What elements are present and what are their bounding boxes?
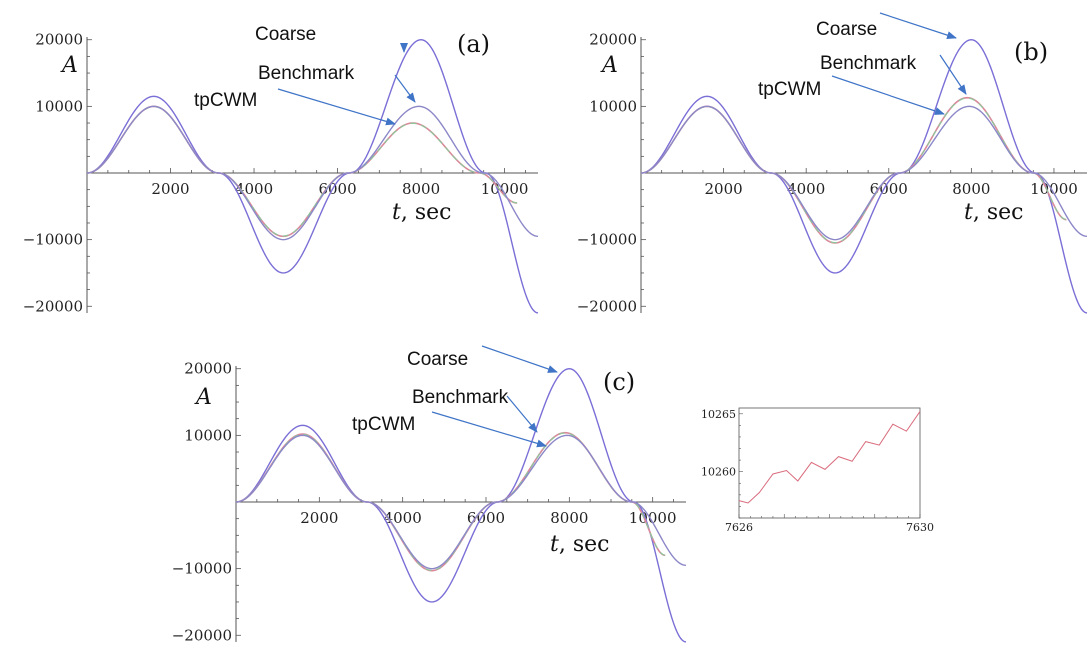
y-tick-label: 10000 xyxy=(35,97,83,115)
chart-panel-a: 2000 4000 6000 8000 10000 20000 10000 −10000 −20… xyxy=(23,24,539,315)
chart-panel-c: 2000 4000 6000 8000 10000 20000 10000 −10000 −20… xyxy=(172,345,687,644)
y-tick-label: −10000 xyxy=(577,231,637,249)
x-tick-label: 10000 xyxy=(1030,180,1078,198)
y-axis-label: A xyxy=(600,53,618,78)
annotation-benchmark: Benchmark xyxy=(412,387,509,408)
inset-y-tick-label: 10265 xyxy=(701,408,736,421)
series-benchmark-line xyxy=(235,434,687,570)
y-tick-label: −20000 xyxy=(577,297,637,315)
y-axis-label: A xyxy=(60,53,78,78)
x-tick-label: 10000 xyxy=(481,180,529,198)
x-tick-label: 4000 xyxy=(787,180,825,198)
y-axis-label: A xyxy=(194,385,212,410)
series-coarse-line xyxy=(86,39,539,314)
x-tick-label: 2000 xyxy=(704,180,742,198)
y-tick-label: −10000 xyxy=(172,560,232,578)
annotation-benchmark: Benchmark xyxy=(258,63,355,84)
annotation-tpcwm: tpCWM xyxy=(758,79,821,100)
y-tick-label: 10000 xyxy=(589,97,637,115)
annotation-arrow-tpcwm xyxy=(831,75,945,115)
annotation-arrow-benchmark xyxy=(939,54,967,95)
series-tpcwm-line-alt xyxy=(86,106,518,237)
y-tick-label: 20000 xyxy=(184,360,232,378)
panel-label: (c) xyxy=(603,368,635,396)
inset-x-tick-label: 7630 xyxy=(906,521,934,534)
x-axis-label-unit: , sec xyxy=(559,532,610,557)
inset-chart: 7626 7630 10260 10265 xyxy=(701,407,934,534)
annotation-arrow-tpcwm xyxy=(431,411,547,448)
inset-series-line xyxy=(738,411,921,504)
inset-y-tick-label: 10260 xyxy=(701,466,736,479)
panel-label: (a) xyxy=(457,30,490,58)
annotation-coarse: Coarse xyxy=(255,24,316,45)
inset-x-tick-label: 7626 xyxy=(725,521,753,534)
x-tick-label: 8000 xyxy=(402,180,440,198)
annotation-arrow-coarse xyxy=(481,345,558,373)
annotation-arrow-tpcwm xyxy=(277,88,396,126)
x-axis-label-unit: , sec xyxy=(401,200,452,225)
annotation-coarse: Coarse xyxy=(816,19,877,40)
panel-label: (b) xyxy=(1014,38,1048,66)
x-tick-label: 8000 xyxy=(952,180,990,198)
y-tick-label: 10000 xyxy=(184,426,232,444)
y-tick-label: −20000 xyxy=(23,297,83,315)
annotation-tpcwm: tpCWM xyxy=(352,414,415,435)
chart-panel-b: 2000 4000 6000 8000 10000 20000 10000 −10000 −20… xyxy=(577,12,1088,315)
x-tick-label: 10000 xyxy=(629,509,677,527)
x-axis-label: t, sec xyxy=(392,200,451,225)
x-tick-label: 2000 xyxy=(300,509,338,527)
annotation-tpcwm: tpCWM xyxy=(194,90,257,111)
x-tick-label: 6000 xyxy=(467,509,505,527)
annotation-arrow-coarse xyxy=(879,12,957,39)
x-tick-label: 6000 xyxy=(318,180,356,198)
series-benchmark-line xyxy=(86,105,539,241)
x-axis-label-var: t xyxy=(392,200,401,225)
y-tick-label: −20000 xyxy=(172,626,232,644)
series-coarse-line xyxy=(235,368,687,643)
x-tick-label: 8000 xyxy=(550,509,588,527)
annotation-benchmark: Benchmark xyxy=(820,53,917,74)
x-tick-label: 2000 xyxy=(151,180,189,198)
series-coarse-line xyxy=(640,39,1088,314)
x-axis-label-var: t xyxy=(964,200,973,225)
x-axis-label: t, sec xyxy=(550,532,609,557)
annotation-coarse: Coarse xyxy=(407,349,468,370)
annotation-arrow-benchmark xyxy=(506,395,538,433)
y-tick-label: 20000 xyxy=(35,31,83,49)
series-tpcwm-line xyxy=(86,105,518,238)
annotation-arrow-benchmark xyxy=(394,74,416,103)
x-tick-label: 4000 xyxy=(384,509,422,527)
x-tick-label: 6000 xyxy=(870,180,908,198)
y-tick-label: −10000 xyxy=(23,231,83,249)
y-tick-label: 20000 xyxy=(589,31,637,49)
x-tick-label: 4000 xyxy=(235,180,273,198)
series-benchmark-line xyxy=(640,105,1088,241)
x-axis-label-unit: , sec xyxy=(973,200,1024,225)
x-axis-label: t, sec xyxy=(964,200,1023,225)
x-axis-label-var: t xyxy=(550,532,559,557)
